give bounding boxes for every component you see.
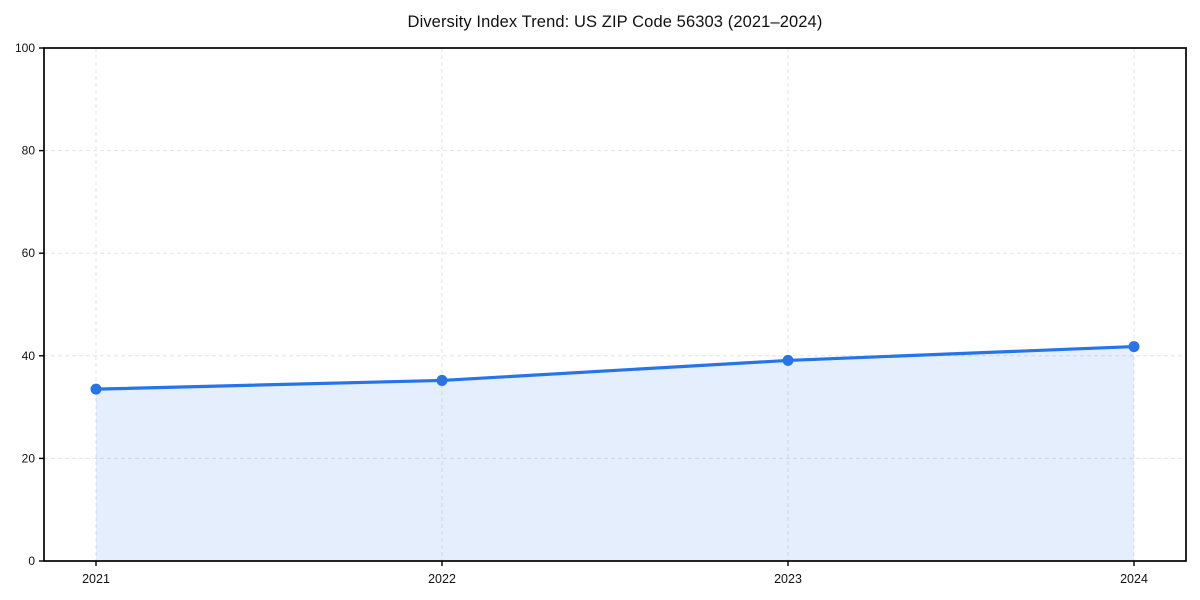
chart-title: Diversity Index Trend: US ZIP Code 56303… [407,13,823,31]
x-tick-label: 2021 [82,572,110,586]
plot-border [43,47,1187,562]
y-tick-label: 100 [15,41,35,55]
data-point-marker [782,354,794,366]
y-tick-label: 40 [22,349,36,363]
y-tick-label: 0 [28,554,35,568]
data-point-marker [90,383,102,395]
x-tick-label: 2024 [1120,572,1148,586]
trend-line [94,344,1136,391]
area-fill [96,346,1134,561]
x-tick-label: 2022 [428,572,456,586]
data-point-marker [1128,341,1140,353]
data-point-marker [436,374,448,386]
x-tick-label: 2023 [774,572,802,586]
y-tick-label: 20 [22,451,36,465]
y-tick-label: 60 [22,246,36,260]
y-tick-label: 80 [22,144,36,158]
